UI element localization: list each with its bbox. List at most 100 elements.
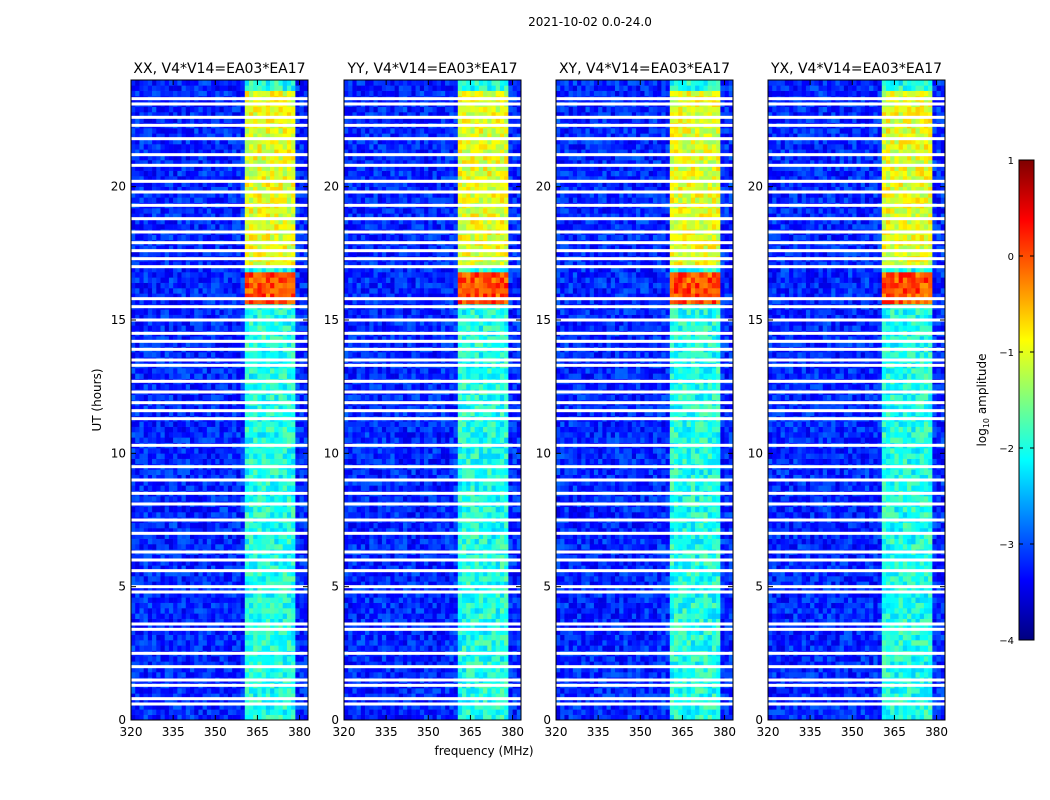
- heatmap-cell: [240, 661, 246, 667]
- heatmap-cell: [202, 282, 208, 289]
- heatmap-cell: [139, 90, 144, 97]
- heatmap-cell: [198, 458, 203, 465]
- heatmap-cell: [261, 437, 267, 443]
- heatmap-cell: [164, 672, 170, 678]
- heatmap-cell: [240, 597, 246, 603]
- heatmap-cell: [282, 698, 288, 705]
- heatmap-cell: [173, 197, 178, 203]
- heatmap-cell: [227, 528, 233, 534]
- heatmap-cell: [181, 613, 187, 619]
- heatmap-cell: [261, 512, 267, 518]
- heatmap-cell: [232, 234, 237, 241]
- heatmap-cell: [274, 512, 279, 518]
- heatmap-cell: [194, 480, 199, 486]
- heatmap-cell: [257, 421, 262, 427]
- heatmap-cell: [160, 106, 166, 113]
- heatmap-cell: [274, 538, 279, 545]
- heatmap-cell: [198, 394, 203, 401]
- heatmap-cell: [202, 554, 208, 561]
- heatmap-cell: [202, 586, 208, 593]
- heatmap-cell: [274, 90, 279, 97]
- heatmap-cell: [131, 448, 136, 454]
- heatmap-cell: [211, 448, 216, 454]
- heatmap-cell: [223, 586, 229, 593]
- heatmap-cell: [181, 544, 187, 550]
- heatmap-cell: [147, 106, 153, 113]
- heatmap-cell: [278, 469, 284, 475]
- heatmap-cell: [291, 506, 296, 513]
- heatmap-cell: [227, 309, 233, 315]
- heatmap-cell: [181, 554, 187, 561]
- heatmap-cell: [219, 512, 225, 518]
- heatmap-cell: [147, 309, 153, 315]
- heatmap-cell: [206, 144, 212, 150]
- heatmap-cell: [194, 640, 199, 646]
- heatmap-cell: [282, 106, 288, 113]
- heatmap-cell: [198, 325, 203, 331]
- heatmap-cell: [282, 709, 288, 715]
- heatmap-cell: [156, 282, 161, 289]
- heatmap-cell: [190, 282, 195, 289]
- heatmap-cell: [177, 661, 182, 667]
- heatmap-cell: [261, 624, 267, 630]
- heatmap-cell: [303, 570, 309, 577]
- heatmap-cell: [211, 602, 216, 609]
- heatmap-cell: [227, 208, 233, 214]
- heatmap-cell: [244, 672, 250, 678]
- heatmap-cell: [168, 528, 174, 534]
- heatmap-cell: [261, 656, 267, 662]
- heatmap-cell: [274, 421, 279, 427]
- heatmap-cell: [206, 592, 212, 598]
- heatmap-cell: [219, 496, 225, 502]
- heatmap-cell: [253, 565, 258, 571]
- heatmap-cell: [236, 288, 241, 294]
- heatmap-cell: [219, 277, 225, 283]
- heatmap-cell: [198, 85, 203, 91]
- heatmap-cell: [164, 272, 170, 278]
- heatmap-cell: [278, 634, 284, 641]
- heatmap-cell: [131, 704, 136, 710]
- heatmap-cell: [253, 608, 258, 614]
- heatmap-cell: [261, 629, 267, 635]
- heatmap-cell: [232, 672, 237, 678]
- heatmap-cell: [236, 608, 241, 614]
- heatmap-cell: [198, 602, 203, 609]
- heatmap-cell: [240, 426, 246, 433]
- heatmap-cell: [227, 544, 233, 550]
- heatmap-cell: [274, 272, 279, 278]
- heatmap-cell: [295, 602, 300, 609]
- heatmap-cell: [240, 533, 246, 539]
- heatmap-cell: [206, 421, 212, 427]
- heatmap-cell: [291, 554, 296, 561]
- heatmap-cell: [257, 384, 262, 390]
- heatmap-cell: [156, 560, 161, 566]
- heatmap-cell: [257, 325, 262, 331]
- heatmap-cell: [185, 373, 191, 379]
- heatmap-cell: [198, 570, 203, 577]
- heatmap-cell: [131, 426, 136, 433]
- heatmap-cell: [244, 704, 250, 710]
- heatmap-cell: [253, 586, 258, 593]
- heatmap-cell: [164, 570, 170, 577]
- heatmap-cell: [244, 544, 250, 550]
- heatmap-cell: [257, 608, 262, 614]
- heatmap-cell: [299, 704, 305, 710]
- heatmap-cell: [291, 309, 296, 315]
- heatmap-cell: [286, 592, 292, 598]
- heatmap-cell: [253, 666, 258, 673]
- heatmap-cell: [232, 432, 237, 438]
- heatmap-cell: [190, 645, 195, 651]
- heatmap-cell: [168, 272, 174, 278]
- heatmap-cell: [249, 634, 254, 641]
- heatmap-cell: [181, 714, 187, 721]
- heatmap-cell: [181, 469, 187, 475]
- heatmap-cell: [223, 272, 229, 278]
- heatmap-cell: [274, 325, 279, 331]
- heatmap-cell: [286, 512, 292, 518]
- heatmap-cell: [282, 234, 288, 241]
- heatmap-cell: [211, 522, 216, 529]
- heatmap-cell: [206, 309, 212, 315]
- heatmap-cell: [249, 661, 254, 667]
- heatmap-cell: [190, 570, 195, 577]
- heatmap-cell: [139, 560, 144, 566]
